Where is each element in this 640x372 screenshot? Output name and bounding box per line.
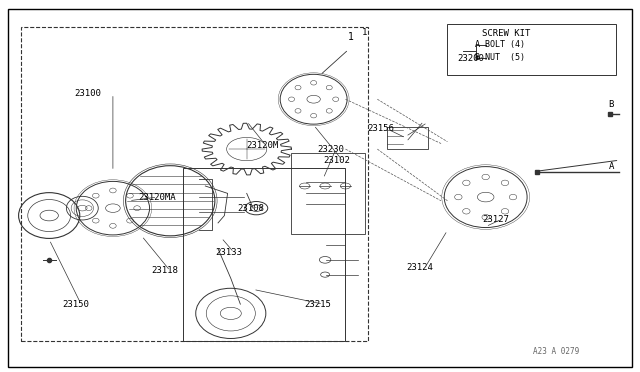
Text: SCREW KIT: SCREW KIT — [483, 29, 531, 38]
Text: A23 A 0279: A23 A 0279 — [532, 347, 579, 356]
Text: 23230: 23230 — [317, 145, 344, 154]
Text: A: A — [609, 163, 614, 171]
Text: 23108: 23108 — [237, 203, 264, 213]
Text: 23124: 23124 — [406, 263, 433, 272]
Text: 23120M: 23120M — [246, 141, 279, 150]
Text: B NUT  (5): B NUT (5) — [475, 53, 525, 62]
Text: 1: 1 — [362, 28, 367, 37]
Text: 23127: 23127 — [483, 215, 509, 224]
Text: A BOLT (4): A BOLT (4) — [475, 41, 525, 49]
Text: 23100: 23100 — [75, 89, 102, 98]
Text: 23215: 23215 — [304, 300, 331, 309]
Text: 1: 1 — [348, 32, 353, 42]
Text: 23200: 23200 — [457, 54, 484, 63]
Text: 23156: 23156 — [368, 124, 395, 133]
Text: B: B — [609, 100, 614, 109]
Text: 23120MA: 23120MA — [138, 193, 176, 202]
Text: 23150: 23150 — [62, 300, 89, 309]
Text: 23133: 23133 — [215, 248, 242, 257]
Text: 23102: 23102 — [323, 155, 350, 165]
Text: 23118: 23118 — [151, 266, 178, 275]
